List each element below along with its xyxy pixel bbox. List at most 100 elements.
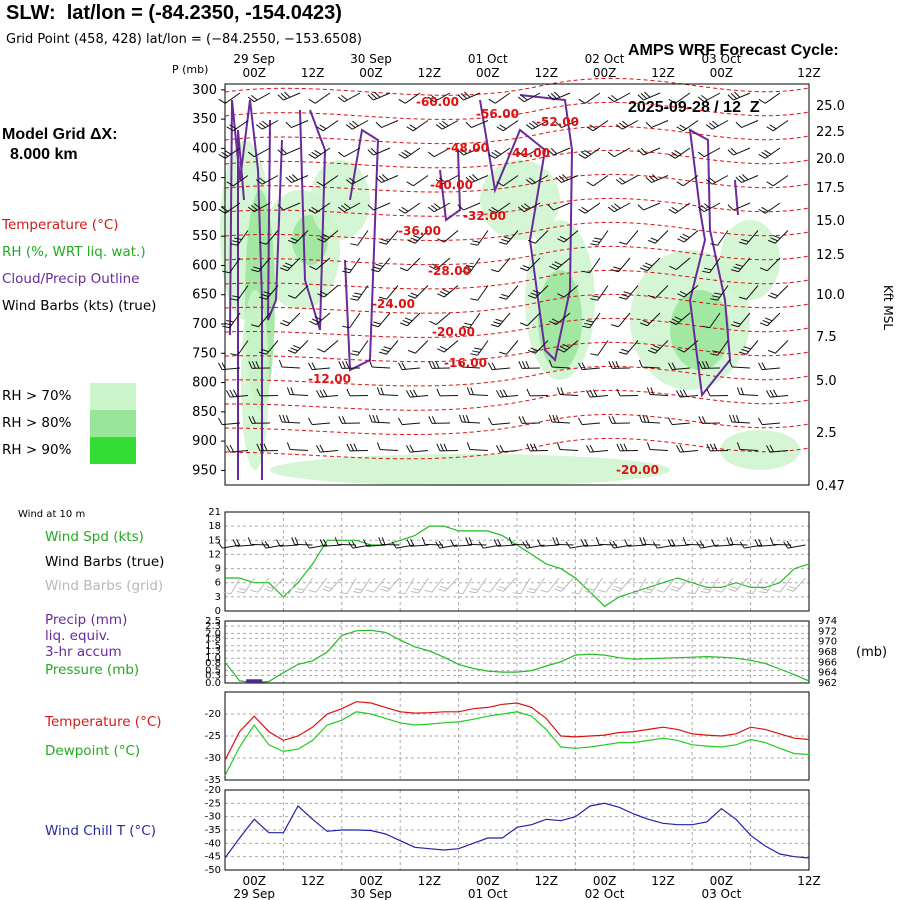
wind-barb [226, 175, 249, 187]
wind-barb [618, 285, 639, 300]
rh-shading [220, 140, 800, 486]
wind-barb [727, 147, 751, 156]
precip-label-line1: Precip (mm) [45, 612, 128, 628]
top-date-label: 02 Oct [585, 52, 625, 66]
wind-barb [337, 202, 361, 213]
wind-barb [520, 257, 541, 272]
grid-wind-barb [598, 577, 618, 593]
wind-barb [316, 175, 339, 187]
wind-barb [738, 285, 759, 300]
wind-barb [286, 442, 309, 451]
wind-barb [367, 91, 391, 101]
rh-blob [270, 454, 670, 486]
grid-wind-barb [656, 577, 676, 593]
top-date-label: 29 Sep [233, 52, 275, 66]
wind-barb [350, 285, 369, 301]
surface-panel: 0 3 6 9 12 15 18 21 [208, 507, 810, 617]
wind-barb [277, 202, 301, 211]
wind-barb [398, 202, 421, 214]
wind-barb [710, 230, 729, 246]
wind-barb [607, 92, 631, 103]
wind-barb [607, 202, 631, 213]
wind-barb [608, 361, 631, 369]
wind-barb [427, 147, 451, 158]
wind-barb [557, 340, 579, 353]
wind-barb [586, 175, 609, 187]
wind-barb [316, 120, 339, 132]
wind-barb [586, 120, 609, 132]
surface-wind-barb [682, 537, 705, 546]
wind-10m-label: Wind at 10 m [18, 509, 86, 520]
wind-barb [498, 230, 519, 245]
pressure-axis: 300 350 400 450 500 550 600 650 700 750 800 850 900 9… [192, 83, 225, 478]
wind-barb [375, 120, 399, 128]
temperature-label: -44.00 [507, 146, 550, 160]
surface-panels: 0 3 6 9 12 15 18 21 0.00.30.50.81.01.31.51.82.02… [205, 507, 887, 876]
grid-wind-barb [629, 577, 647, 595]
y2-tick-label: 974 [818, 616, 837, 627]
surface-temperature-label: Temperature (°C) [45, 714, 162, 730]
wind-barb [428, 361, 451, 369]
wind-barb [337, 92, 361, 103]
wind-barb [258, 285, 279, 300]
wind-barb [437, 285, 459, 298]
surface-wind-barb [291, 537, 313, 546]
temperature-label: -40.00 [430, 178, 473, 192]
cloud-outline [229, 99, 263, 480]
top-time-tick: 12Z [797, 66, 821, 80]
wind-barb [528, 340, 549, 354]
wind-barb [702, 312, 721, 329]
wind-barb [730, 312, 751, 328]
wind-barb [768, 285, 789, 299]
panel-frame [224, 620, 810, 684]
wind-barb [437, 340, 459, 353]
wind-barb [586, 389, 609, 398]
height-tick-label: 17.5 [816, 181, 845, 196]
temperature-contour [224, 125, 810, 145]
wind-speed-label: Wind Spd (kts) [45, 529, 144, 545]
grid-wind-barb [526, 577, 545, 594]
surface-wind-barb [363, 539, 386, 547]
grid-wind-barb [670, 577, 690, 592]
model-grid-label: Model Grid ΔX: [2, 126, 118, 143]
grid-wind-barb [468, 577, 487, 594]
wind-barb [738, 340, 759, 355]
y-tick-label: 1.5 [205, 641, 221, 652]
bottom-time-tick: 00Z [710, 874, 734, 888]
cloud-outline [344, 128, 380, 372]
pressure-label: Pressure (mb) [45, 662, 140, 678]
wind-barb [350, 230, 369, 246]
y-tick-label: 6 [215, 578, 221, 589]
height-tick-label: 20.0 [816, 152, 845, 167]
top-date-label: 01 Oct [468, 52, 508, 66]
wind-barb [676, 389, 699, 398]
wind-barb [758, 92, 781, 104]
wind-barb [548, 414, 571, 424]
temperature-contour [224, 413, 810, 435]
surface-panel: -50 -45 -40 -35 -30 -25 -20 [205, 785, 810, 876]
wind-barb [547, 202, 571, 211]
surface-wind-barbs [217, 537, 806, 595]
grid-wind-barb [584, 577, 603, 594]
top-time-tick: 00Z [710, 66, 734, 80]
grid-wind-barb [728, 577, 748, 592]
surface-wind-barb [465, 537, 487, 546]
wind-barb [488, 362, 511, 371]
surface-wind-barb [421, 537, 444, 546]
wind-barb [247, 147, 271, 158]
y-tick-label: 2.5 [205, 616, 221, 627]
wind-barb [400, 312, 421, 327]
wind-barb [758, 202, 781, 214]
wind-barb [462, 257, 481, 274]
wind-barb [496, 175, 519, 187]
wind-barb [669, 257, 691, 271]
wind-barb [697, 202, 721, 213]
grid-wind-barb [281, 577, 299, 595]
pressure-tick-label: 400 [192, 141, 217, 156]
precip-label-line2: liq. equiv. [45, 628, 111, 644]
grid-wind-barb [264, 577, 284, 592]
wind-barb [427, 92, 451, 103]
wind-barb [378, 230, 399, 245]
wind-barb [710, 285, 729, 301]
wind-barb [766, 444, 789, 453]
